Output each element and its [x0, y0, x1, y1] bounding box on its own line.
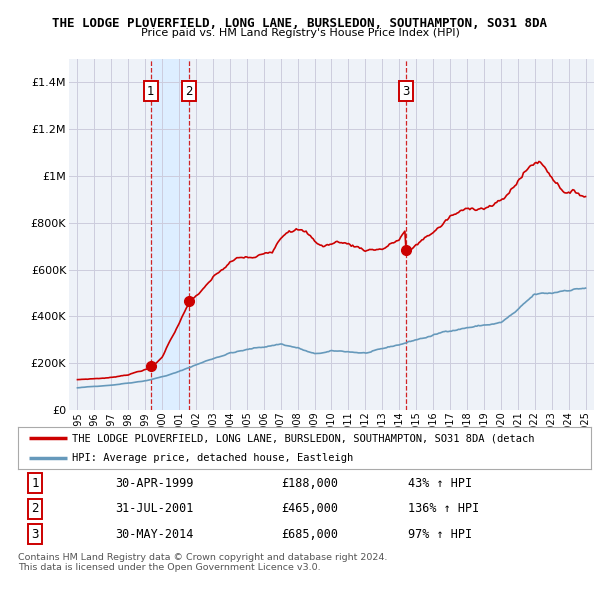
Bar [151, 59, 189, 410]
Text: 2: 2 [31, 502, 39, 516]
Text: £188,000: £188,000 [281, 477, 338, 490]
Text: 30-APR-1999: 30-APR-1999 [115, 477, 194, 490]
Text: 136% ↑ HPI: 136% ↑ HPI [407, 502, 479, 516]
Text: Contains HM Land Registry data © Crown copyright and database right 2024.: Contains HM Land Registry data © Crown c… [18, 553, 388, 562]
Text: £465,000: £465,000 [281, 502, 338, 516]
Text: This data is licensed under the Open Government Licence v3.0.: This data is licensed under the Open Gov… [18, 563, 320, 572]
Text: HPI: Average price, detached house, Eastleigh: HPI: Average price, detached house, East… [73, 454, 353, 463]
Text: 31-JUL-2001: 31-JUL-2001 [115, 502, 194, 516]
Text: 3: 3 [31, 528, 39, 541]
Text: 43% ↑ HPI: 43% ↑ HPI [407, 477, 472, 490]
Text: THE LODGE PLOVERFIELD, LONG LANE, BURSLEDON, SOUTHAMPTON, SO31 8DA (detach: THE LODGE PLOVERFIELD, LONG LANE, BURSLE… [73, 434, 535, 444]
Text: 1: 1 [147, 85, 155, 98]
Text: Price paid vs. HM Land Registry's House Price Index (HPI): Price paid vs. HM Land Registry's House … [140, 28, 460, 38]
Text: 97% ↑ HPI: 97% ↑ HPI [407, 528, 472, 541]
Text: 2: 2 [185, 85, 193, 98]
Text: THE LODGE PLOVERFIELD, LONG LANE, BURSLEDON, SOUTHAMPTON, SO31 8DA: THE LODGE PLOVERFIELD, LONG LANE, BURSLE… [53, 17, 548, 30]
Text: 1: 1 [31, 477, 39, 490]
Text: 3: 3 [403, 85, 410, 98]
Text: £685,000: £685,000 [281, 528, 338, 541]
Text: 30-MAY-2014: 30-MAY-2014 [115, 528, 194, 541]
